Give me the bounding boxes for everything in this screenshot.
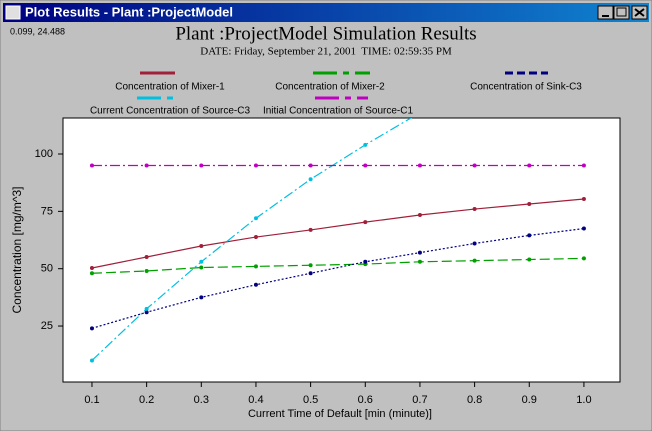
data-point: [527, 202, 532, 207]
data-point: [89, 358, 94, 363]
data-point: [89, 326, 94, 331]
data-point: [144, 268, 149, 273]
data-point: [144, 163, 149, 168]
data-point: [199, 243, 204, 248]
data-point: [363, 142, 368, 147]
series-line: [91, 257, 584, 274]
window-title: Plot Results - Plant :ProjectModel: [25, 4, 233, 19]
y-tick-label: 25: [41, 320, 53, 332]
data-point: [144, 306, 149, 311]
data-point: [308, 263, 313, 268]
x-tick-label: 0.3: [194, 394, 209, 406]
series: [89, 163, 586, 168]
data-point: [417, 259, 422, 264]
data-point: [308, 163, 313, 168]
data-point: [253, 235, 258, 240]
data-point: [253, 264, 258, 269]
data-point: [363, 259, 368, 264]
data-point: [363, 220, 368, 225]
x-tick-label: 0.8: [467, 394, 482, 406]
series: [89, 256, 586, 276]
data-point: [199, 259, 204, 264]
x-tick-label: 1.0: [576, 394, 591, 406]
legend-label: Current Concentration of Source-C3: [90, 106, 251, 117]
y-axis-label: Concentration [mg/m^3]: [10, 186, 24, 313]
x-tick-label: 0.2: [139, 394, 154, 406]
x-tick-label: 0.7: [412, 394, 427, 406]
data-point: [253, 216, 258, 221]
legend-label: Concentration of Mixer-2: [275, 82, 385, 93]
y-tick-label: 75: [41, 205, 53, 217]
minimize-button[interactable]: [597, 5, 614, 20]
chart-title: Plant :ProjectModel Simulation Results: [175, 23, 476, 44]
data-point: [308, 271, 313, 276]
data-point: [581, 163, 586, 168]
data-point: [363, 163, 368, 168]
window-buttons[interactable]: [597, 5, 648, 20]
data-point: [417, 163, 422, 168]
title-bar: [3, 3, 649, 22]
x-tick-label: 0.6: [358, 394, 373, 406]
data-point: [144, 310, 149, 315]
close-icon: [634, 8, 645, 17]
series-line: [91, 198, 584, 269]
data-point: [472, 163, 477, 168]
data-point: [89, 266, 94, 271]
data-point: [199, 163, 204, 168]
data-point: [253, 163, 258, 168]
x-tick-label: 0.9: [522, 394, 537, 406]
app-icon: [5, 5, 21, 20]
x-tick-label: 0.5: [303, 394, 318, 406]
data-point: [581, 226, 586, 231]
legend-label: Concentration of Sink-C3: [470, 82, 582, 93]
x-axis-label: Current Time of Default [min (minute)]: [248, 408, 432, 420]
data-point: [308, 177, 313, 182]
series-line: [91, 227, 584, 329]
y-tick-label: 100: [35, 148, 53, 160]
data-point: [472, 258, 477, 263]
cursor-readout: 0.099, 24.488: [10, 26, 65, 36]
data-point: [89, 163, 94, 168]
x-tick-label: 0.1: [84, 394, 99, 406]
data-point: [581, 256, 586, 261]
series: [89, 118, 413, 363]
data-point: [417, 250, 422, 255]
data-point: [417, 213, 422, 218]
series: [89, 226, 586, 331]
y-tick-label: 50: [41, 263, 53, 275]
maximize-icon: [616, 7, 627, 17]
data-point: [472, 241, 477, 246]
data-point: [199, 265, 204, 270]
data-point: [472, 207, 477, 212]
data-point: [527, 163, 532, 168]
chart-subtitle: DATE: Friday, September 21, 2001 TIME: 0…: [200, 46, 452, 58]
x-tick-label: 0.4: [248, 394, 263, 406]
data-point: [581, 196, 586, 201]
data-point: [89, 271, 94, 276]
data-point: [527, 233, 532, 238]
legend-label: Concentration of Mixer-1: [115, 82, 225, 93]
legend-label: Initial Concentration of Source-C1: [263, 106, 414, 117]
data-point: [308, 227, 313, 232]
data-point: [144, 254, 149, 259]
data-point: [199, 295, 204, 300]
series: [89, 196, 586, 271]
data-point: [527, 257, 532, 262]
data-point: [253, 282, 258, 287]
plot-area: [62, 117, 621, 383]
